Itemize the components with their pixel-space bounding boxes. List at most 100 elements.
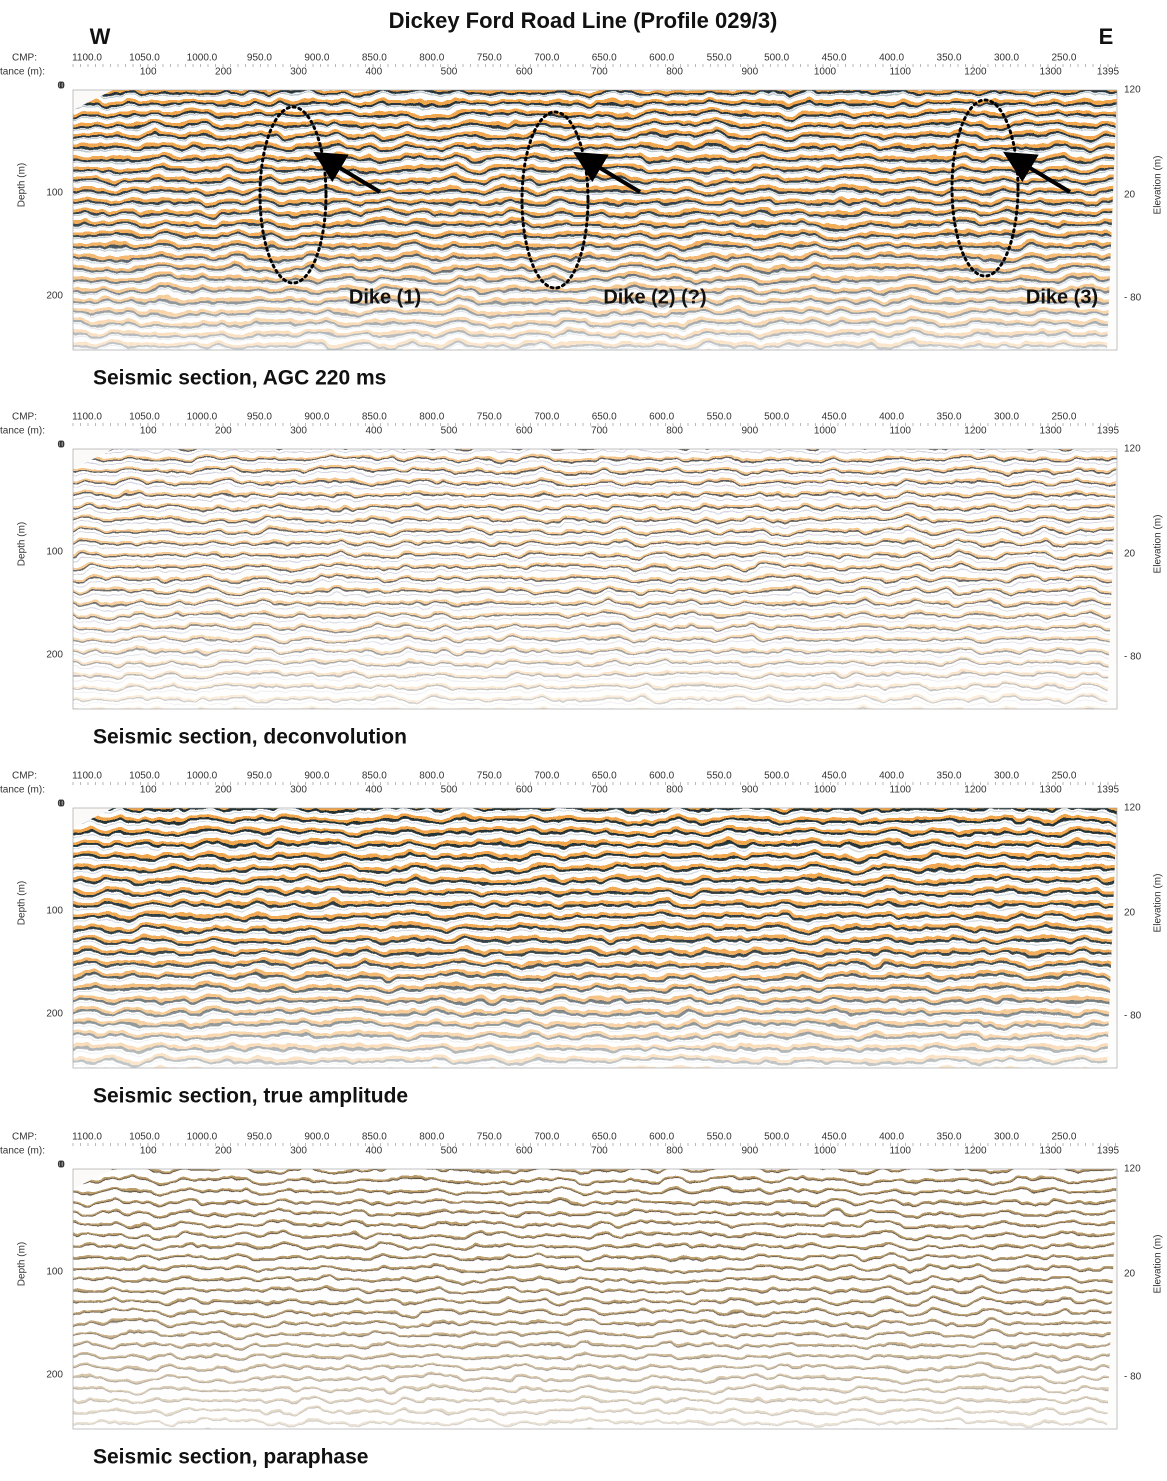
cmp-tick-label: 850.0 [362,771,387,782]
cmp-tick-label: 900.0 [304,1132,329,1143]
distance-tick-label: 1100 [889,67,911,78]
cmp-tick-label: 350.0 [937,53,962,64]
panel-caption: Seismic section, paraphase [93,1446,368,1469]
distance-tick-label: 0 [59,440,65,451]
cmp-tick-label: 500.0 [764,771,789,782]
elevation-tick-label: - 80 [1124,1011,1142,1022]
distance-tick-label: 1200 [964,67,987,78]
dike-outline [950,98,1020,278]
cmp-tick-label: 700.0 [534,771,559,782]
distance-tick-label: 800 [666,1146,683,1157]
depth-tick-label: 200 [46,650,63,661]
dike-outline [520,110,590,290]
fade [73,449,1117,709]
distance-tick-label: 400 [365,67,382,78]
distance-tick-label: 100 [140,67,157,78]
distance-tick-label: 100 [140,1146,157,1157]
distance-tick-label: 1300 [1039,67,1062,78]
seismic-image [73,90,1117,350]
cmp-tick-label: 1050.0 [129,1132,160,1143]
cmp-tick-label: 600.0 [649,1132,674,1143]
cmp-tick-label: 700.0 [534,53,559,64]
distance-label: Distance (m): [0,1146,45,1157]
cmp-tick-label: 900.0 [304,771,329,782]
distance-tick-label: 0 [59,81,65,92]
distance-tick-label: 700 [591,785,608,796]
distance-tick-label: 1200 [964,426,987,437]
panel-caption: Seismic section, AGC 220 ms [93,367,386,390]
cmp-tick-label: 700.0 [534,412,559,423]
distance-tick-label: 300 [290,1146,307,1157]
distance-tick-label: 1300 [1039,426,1062,437]
cmp-tick-label: 250.0 [1051,412,1076,423]
distance-tick-label: 400 [365,1146,382,1157]
cmp-label: CMP: [12,53,37,64]
cmp-tick-label: 750.0 [477,53,502,64]
distance-tick-label: 1200 [964,785,987,796]
title: Dickey Ford Road Line (Profile 029/3) [389,8,778,33]
cmp-tick-label: 800.0 [419,1132,444,1143]
cmp-tick-label: 900.0 [304,412,329,423]
cmp-tick-label: 750.0 [477,771,502,782]
distance-tick-label: 100 [140,426,157,437]
cmp-tick-label: 1100.0 [72,1132,102,1143]
panel-caption: Seismic section, deconvolution [93,726,407,749]
frame [72,448,1118,710]
cmp-tick-label: 400.0 [879,412,904,423]
distance-tick-label: 500 [441,1146,458,1157]
cmp-label: CMP: [12,771,37,782]
elevation-tick-label: 120 [1124,85,1141,96]
cmp-tick-label: 600.0 [649,412,674,423]
distance-tick-label: 0 [59,1160,65,1171]
elevation-tick-label: 120 [1124,1164,1141,1175]
east-label: E [1099,24,1114,49]
west-label: W [90,24,111,49]
cmp-tick-label: 850.0 [362,412,387,423]
cmp-tick-label: 600.0 [649,771,674,782]
cmp-tick-label: 750.0 [477,412,502,423]
depth-tick-label: 100 [46,1267,63,1278]
cmp-tick-label: 1050.0 [129,771,160,782]
cmp-tick-label: 300.0 [994,771,1019,782]
distance-tick-label: 1000 [814,67,837,78]
distance-tick-label: 1300 [1039,785,1062,796]
cmp-tick-label: 450.0 [822,771,847,782]
dike-arrow [573,151,642,194]
cmp-tick-label: 300.0 [994,1132,1019,1143]
cmp-tick-label: 950.0 [247,1132,272,1143]
cmp-tick-label: 850.0 [362,1132,387,1143]
cmp-tick-label: 350.0 [937,412,962,423]
panel-caption: Seismic section, true amplitude [93,1085,408,1108]
depth-tick-label: 0 [57,1160,63,1171]
cmp-tick-label: 950.0 [247,771,272,782]
distance-tick-label: 900 [741,785,758,796]
distance-tick-label: 1000 [814,1146,837,1157]
distance-tick-label: 900 [741,426,758,437]
distance-tick-label: 1100 [889,1146,911,1157]
cmp-tick-label: 350.0 [937,1132,962,1143]
cmp-tick-label: 850.0 [362,53,387,64]
distance-label: Distance (m): [0,67,45,78]
depth-axis-label: Depth (m) [17,163,28,207]
distance-tick-label: 1300 [1039,1146,1062,1157]
cmp-tick-label: 550.0 [707,53,732,64]
distance-tick-label: 600 [516,1146,533,1157]
dike-arrow [313,151,382,194]
depth-tick-label: 100 [46,188,63,199]
depth-tick-label: 100 [46,547,63,558]
distance-tick-label: 900 [741,67,758,78]
cmp-label: CMP: [12,412,37,423]
cmp-tick-label: 650.0 [592,771,617,782]
cmp-tick-label: 350.0 [937,771,962,782]
cmp-tick-label: 1100.0 [72,53,102,64]
distance-tick-label: 1100 [889,426,911,437]
distance-tick-label: 1395 [1097,1146,1120,1157]
distance-tick-label: 500 [441,785,458,796]
cmp-tick-label: 700.0 [534,1132,559,1143]
cmp-tick-label: 650.0 [592,412,617,423]
distance-tick-label: 100 [140,785,157,796]
distance-label: Distance (m): [0,426,45,437]
distance-tick-label: 600 [516,426,533,437]
cmp-tick-label: 900.0 [304,53,329,64]
